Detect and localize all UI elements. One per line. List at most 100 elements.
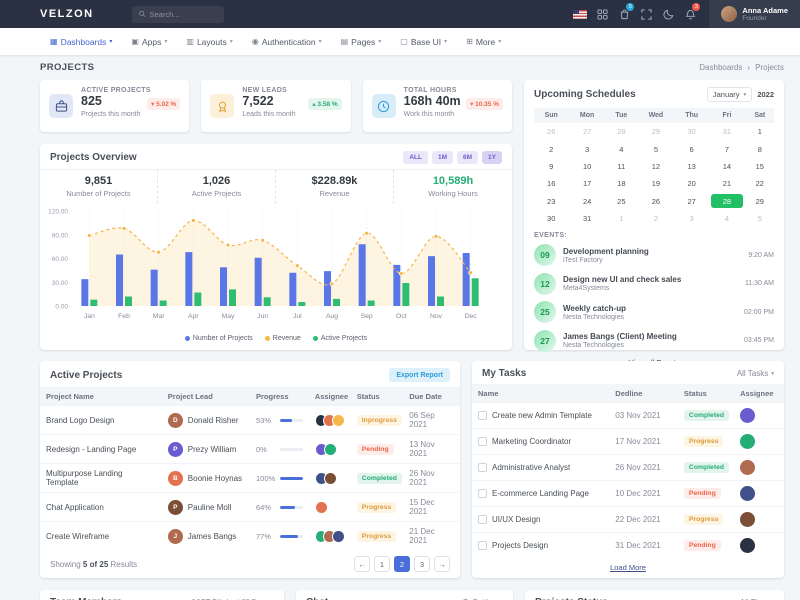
calendar-day-cell[interactable]: 5 (653, 144, 658, 154)
task-checkbox[interactable] (478, 515, 487, 524)
page-arrow-button[interactable]: → (434, 556, 450, 572)
range-button-1m[interactable]: 1M (431, 151, 454, 164)
page-button-3[interactable]: 3 (414, 556, 430, 572)
calendar-day-cell[interactable]: 27 (687, 196, 696, 206)
calendar-day-cell[interactable]: 4 (619, 144, 624, 154)
task-checkbox[interactable] (478, 411, 487, 420)
task-checkbox[interactable] (478, 489, 487, 498)
load-more-link[interactable]: Load More (610, 563, 646, 572)
calendar-day-cell[interactable]: 27 (582, 127, 592, 137)
fullscreen-button[interactable] (635, 0, 657, 28)
calendar-day-cell[interactable]: 4 (724, 214, 730, 224)
notifications-button[interactable]: 3 (679, 0, 701, 28)
language-flag-button[interactable] (569, 0, 591, 28)
task-name[interactable]: Administrative Analyst (492, 463, 571, 472)
dark-mode-button[interactable] (657, 0, 679, 28)
tasks-filter-dropdown[interactable]: All Tasks ▾ (737, 369, 774, 378)
calendar-day-cell[interactable]: 23 (547, 196, 556, 206)
due-date: 21 Dec 2021 (409, 527, 435, 545)
project-name-link[interactable]: Redesign - Landing Page (46, 444, 137, 454)
calendar-day-cell[interactable]: 6 (689, 144, 694, 154)
cart-button[interactable]: 5 (613, 0, 635, 28)
calendar-day-cell[interactable]: 28 (708, 193, 745, 210)
user-menu[interactable]: Anna Adame Founder (709, 0, 800, 28)
overview-stats: 9,851 Number of Projects 1,026 Active Proje… (40, 169, 512, 204)
task-name[interactable]: Projects Design (492, 541, 549, 550)
nav-item-authentication[interactable]: ◉ Authentication ▾ (252, 37, 322, 47)
nav-item-dashboards[interactable]: ▦ Dashboards ▾ (50, 37, 112, 47)
task-name[interactable]: E-commerce Landing Page (492, 489, 589, 498)
calendar-day-cell[interactable]: 7 (724, 144, 730, 154)
calendar-day-cell[interactable]: 3 (585, 144, 590, 154)
legend-item[interactable]: Revenue (264, 335, 301, 342)
calendar-day-cell[interactable]: 31 (582, 214, 592, 224)
task-checkbox[interactable] (478, 463, 487, 472)
calendar-day-cell[interactable]: 8 (757, 144, 762, 154)
calendar-day-cell[interactable]: 21 (722, 179, 732, 189)
project-name-link[interactable]: Brand Logo Design (46, 415, 115, 425)
project-name-link[interactable]: Chat Application (46, 502, 104, 512)
calendar-day-cell[interactable]: 9 (549, 161, 554, 171)
calendar-day-cell[interactable]: 1 (619, 214, 624, 224)
nav-item-pages[interactable]: ▤ Pages ▾ (341, 37, 382, 47)
calendar-day-cell[interactable]: 19 (651, 179, 661, 189)
range-button-all[interactable]: ALL (403, 151, 428, 164)
calendar-day-cell[interactable]: 11 (617, 161, 626, 171)
calendar-selected-day[interactable]: 28 (711, 194, 743, 209)
task-name[interactable]: UI/UX Design (492, 515, 541, 524)
stat-card-label: TOTAL HOURS (403, 87, 457, 94)
range-button-1y[interactable]: 1Y (482, 151, 502, 164)
nav-item-more[interactable]: ⊞ More ▾ (466, 37, 501, 47)
calendar-day-cell[interactable]: 20 (687, 179, 696, 189)
breadcrumb-separator: › (747, 63, 751, 72)
nav-item-layouts[interactable]: ▥ Layouts ▾ (186, 37, 232, 47)
event-title: James Bangs (Client) Meeting (563, 332, 677, 342)
calendar-day-cell[interactable]: 22 (755, 179, 764, 189)
page-button-2[interactable]: 2 (394, 556, 410, 572)
app-logo[interactable]: VELZON (40, 8, 94, 20)
calendar-day-cell[interactable]: 29 (651, 127, 661, 137)
calendar-day-cell[interactable]: 10 (582, 161, 592, 171)
project-name-link[interactable]: Multipurpose Landing Template (46, 469, 123, 487)
nav-item-apps[interactable]: ▣ Apps ▾ (131, 37, 167, 47)
calendar-day-cell[interactable]: 16 (547, 179, 556, 189)
calendar-day-cell[interactable]: 3 (689, 214, 694, 224)
calendar-day-cell[interactable]: 28 (617, 127, 626, 137)
calendar-day-cell[interactable]: 29 (755, 196, 764, 206)
calendar-day-cell[interactable]: 13 (687, 161, 696, 171)
nav-item-base-ui[interactable]: ▢ Base UI ▾ (400, 37, 447, 47)
calendar-day-cell[interactable]: 17 (582, 179, 592, 189)
page-button-1[interactable]: 1 (374, 556, 390, 572)
calendar-day-cell[interactable]: 25 (617, 196, 626, 206)
calendar-day-cell[interactable]: 18 (617, 179, 626, 189)
task-checkbox[interactable] (478, 541, 487, 550)
calendar-day-cell[interactable]: 31 (722, 127, 732, 137)
calendar-day-cell[interactable]: 15 (755, 161, 764, 171)
calendar-day-cell[interactable]: 1 (757, 127, 762, 137)
calendar-day-cell[interactable]: 14 (722, 161, 732, 171)
calendar-day-cell[interactable]: 24 (582, 196, 592, 206)
calendar-day-cell[interactable]: 12 (651, 161, 661, 171)
breadcrumb-dashboards[interactable]: Dashboards (699, 63, 743, 72)
task-name[interactable]: Marketing Coordinator (492, 437, 572, 446)
calendar-day-cell[interactable]: 30 (547, 214, 556, 224)
legend-item[interactable]: Active Projects (312, 335, 367, 342)
calendar-day-cell[interactable]: 2 (549, 144, 554, 154)
month-select[interactable]: January ▾ (706, 87, 753, 102)
calendar-day-cell[interactable]: 2 (653, 214, 658, 224)
calendar-day-cell[interactable]: 26 (547, 127, 556, 137)
export-report-button[interactable]: Export Report (389, 368, 450, 382)
calendar-day-cell[interactable]: 30 (687, 127, 696, 137)
calendar-day-cell[interactable]: 5 (757, 214, 762, 224)
task-checkbox[interactable] (478, 437, 487, 446)
legend-item[interactable]: Number of Projects (184, 335, 253, 342)
range-button-6m[interactable]: 6M (457, 151, 479, 164)
project-name-link[interactable]: Create Wireframe (46, 531, 110, 541)
column-header: Dedline (609, 384, 678, 403)
calendar-day-cell[interactable]: 26 (651, 196, 661, 206)
page-arrow-button[interactable]: ← (354, 556, 370, 572)
global-search[interactable] (131, 5, 224, 23)
search-input[interactable] (149, 9, 217, 19)
apps-grid-button[interactable] (591, 0, 613, 28)
task-name[interactable]: Create new Admin Template (492, 411, 592, 420)
